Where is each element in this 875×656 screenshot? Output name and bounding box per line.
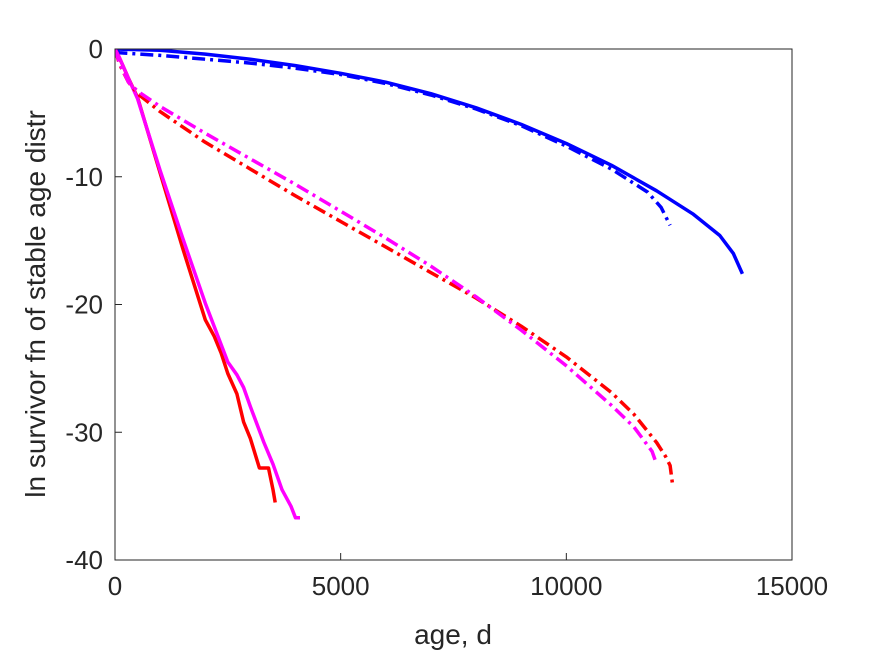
x-tick-label: 5000 [312,571,370,601]
series-line-2 [115,49,672,227]
series-line-6 [115,49,659,465]
x-axis-label: age, d [414,619,492,650]
y-tick-label: 0 [89,34,103,64]
series-line-5 [115,49,675,484]
y-tick-label: -30 [65,417,103,447]
tick-layer: 0 5000 10000 15000 0 -10 -20 -30 -40 [65,34,828,601]
x-tick-label: 0 [108,571,122,601]
plot-background [115,49,792,560]
y-tick-label: -10 [65,162,103,192]
y-tick-label: -20 [65,290,103,320]
x-tick-label: 15000 [756,571,828,601]
series-layer [115,49,744,520]
y-tick-label: -40 [65,545,103,575]
y-axis-label: ln survivor fn of stable age distr [20,110,51,498]
x-tick-label: 10000 [530,571,602,601]
